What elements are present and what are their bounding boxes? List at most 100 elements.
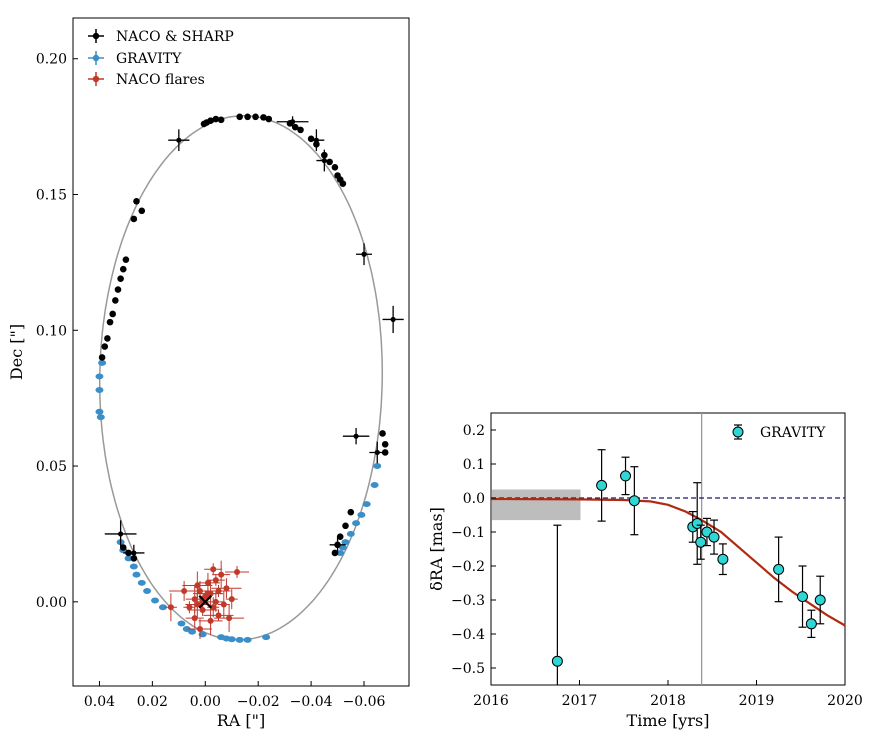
naco-point bbox=[381, 441, 389, 448]
flare-point bbox=[215, 587, 222, 594]
gravity-point bbox=[198, 631, 207, 638]
gravity-point bbox=[352, 520, 361, 527]
right-x-tick-label: 2020 bbox=[827, 693, 863, 709]
naco-point bbox=[112, 297, 119, 304]
flare-point bbox=[210, 566, 217, 573]
legend-item-gravity: GRAVITY bbox=[88, 51, 182, 67]
left-legend: NACO & SHARP GRAVITY NACO flares bbox=[88, 29, 234, 88]
right-panel: 2016 2017 2018 2019 2020 0.2 0.1 0.0 −0.1 −0.2 −0… bbox=[427, 412, 863, 730]
right-y-ticks: 0.2 0.1 0.0 −0.1 −0.2 −0.3 −0.4 −0.5 bbox=[451, 423, 496, 677]
left-x-tick-label: −0.06 bbox=[343, 694, 386, 710]
gravity-point bbox=[95, 387, 104, 394]
right-x-tick-label: 2019 bbox=[739, 693, 775, 709]
gravity-point bbox=[262, 634, 271, 641]
gravity-point bbox=[124, 555, 133, 562]
shaded-band bbox=[492, 489, 581, 521]
right-x-tick-label: 2017 bbox=[562, 693, 598, 709]
naco-point bbox=[119, 265, 127, 273]
naco-errorbar-point bbox=[321, 157, 327, 164]
legend-label-gravity: GRAVITY bbox=[116, 51, 182, 67]
naco-points bbox=[98, 113, 404, 562]
flare-point bbox=[215, 612, 222, 619]
naco-point bbox=[307, 135, 315, 143]
flare-point bbox=[212, 577, 219, 584]
naco-point bbox=[265, 115, 273, 123]
gravity-point bbox=[158, 604, 167, 611]
naco-errorbar-point bbox=[313, 137, 320, 143]
gravity-residuals bbox=[551, 449, 826, 685]
naco-point bbox=[379, 430, 386, 437]
naco-point bbox=[244, 113, 251, 121]
naco-errorbar-point bbox=[361, 251, 367, 257]
right-y-tick-label: −0.4 bbox=[451, 627, 485, 643]
naco-point bbox=[339, 180, 347, 187]
left-x-tick-label: −0.02 bbox=[237, 694, 280, 710]
naco-point bbox=[291, 123, 299, 131]
right-plot-frame bbox=[490, 412, 846, 686]
naco-point bbox=[200, 120, 208, 128]
right-x-ticks: 2016 2017 2018 2019 2020 bbox=[473, 680, 863, 709]
naco-point bbox=[138, 207, 146, 215]
flare-point bbox=[181, 587, 188, 594]
gravity-point bbox=[96, 414, 105, 421]
flare-point bbox=[194, 601, 201, 608]
naco-errorbar-point bbox=[131, 550, 137, 556]
flare-point bbox=[234, 568, 241, 575]
naco-errorbar-point bbox=[118, 531, 124, 537]
left-x-tick-label: −0.04 bbox=[290, 694, 333, 710]
residual-point bbox=[805, 618, 817, 630]
right-y-tick-label: −0.3 bbox=[451, 593, 485, 609]
left-x-axis-label: RA ["] bbox=[217, 711, 266, 730]
left-x-tick-label: 0.00 bbox=[190, 694, 221, 710]
gravity-point bbox=[95, 373, 104, 380]
residual-point bbox=[596, 479, 608, 491]
sgr-a-marker bbox=[198, 595, 213, 609]
naco-errorbar-point bbox=[334, 542, 341, 548]
gravity-point bbox=[227, 636, 236, 643]
naco-point bbox=[236, 113, 243, 121]
residual-point bbox=[691, 518, 703, 529]
flare-point bbox=[186, 604, 193, 611]
gravity-point bbox=[137, 579, 146, 586]
legend-item-flares: NACO flares bbox=[88, 72, 205, 88]
flare-point bbox=[196, 625, 203, 632]
naco-point bbox=[109, 310, 116, 318]
flare-point bbox=[204, 590, 211, 597]
residual-point bbox=[551, 655, 563, 667]
legend-label-naco: NACO & SHARP bbox=[116, 29, 234, 45]
right-y-tick-label: 0.2 bbox=[463, 423, 485, 439]
naco-errorbar-point bbox=[176, 137, 182, 143]
residual-point bbox=[620, 470, 632, 482]
flare-point bbox=[207, 617, 214, 624]
left-y-ticks: 0.00 0.05 0.10 0.15 0.20 bbox=[36, 52, 78, 611]
naco-point bbox=[331, 164, 339, 171]
gravity-point bbox=[98, 359, 107, 366]
naco-point bbox=[217, 116, 225, 124]
gravity-point bbox=[362, 501, 371, 508]
naco-point bbox=[326, 158, 333, 166]
left-y-tick-label: 0.20 bbox=[36, 52, 67, 68]
right-y-tick-label: −0.1 bbox=[451, 525, 485, 541]
gravity-point bbox=[143, 587, 152, 594]
residual-point bbox=[814, 594, 826, 606]
flare-point bbox=[167, 604, 174, 611]
gravity-point bbox=[132, 571, 141, 578]
naco-point bbox=[114, 286, 122, 293]
right-y-tick-label: −0.5 bbox=[451, 661, 485, 677]
left-y-tick-label: 0.15 bbox=[36, 188, 67, 204]
shaded-band-rect bbox=[492, 489, 581, 521]
right-x-tick-label: 2018 bbox=[650, 693, 686, 709]
flare-points bbox=[164, 560, 250, 639]
gravity-point bbox=[370, 482, 379, 489]
left-x-ticks: 0.04 0.02 0.00 −0.02 −0.04 −0.06 bbox=[84, 681, 386, 710]
left-x-tick-label: 0.04 bbox=[84, 694, 115, 710]
flare-point bbox=[223, 585, 230, 592]
gravity-point bbox=[346, 530, 355, 537]
right-y-tick-label: −0.2 bbox=[451, 559, 485, 575]
flare-point bbox=[228, 596, 235, 603]
naco-point bbox=[130, 215, 138, 223]
flare-point bbox=[218, 571, 225, 578]
naco-point bbox=[336, 533, 344, 540]
residual-point bbox=[695, 536, 707, 548]
